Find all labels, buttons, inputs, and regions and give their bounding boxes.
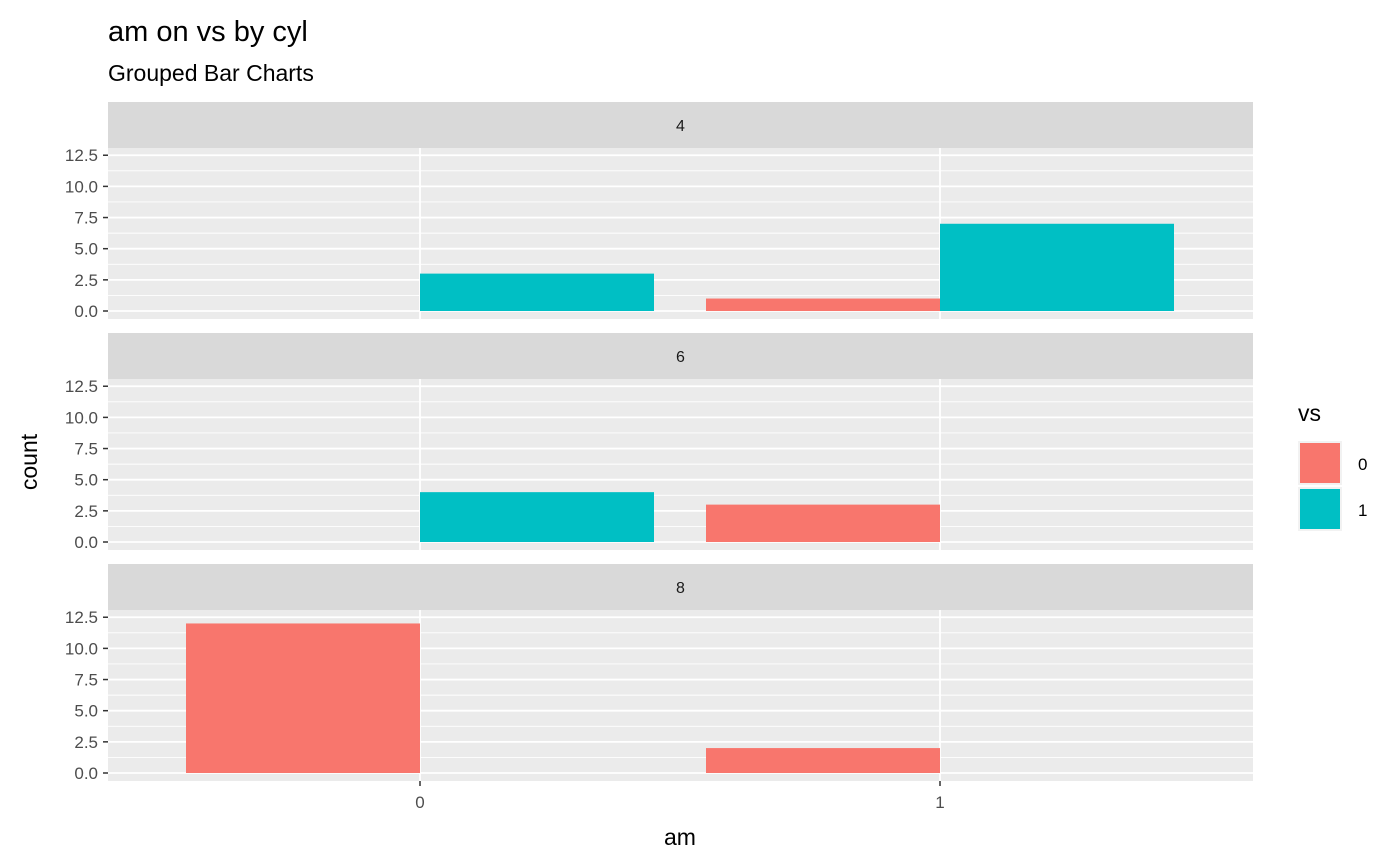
bar-cyl6-am1-vs0 bbox=[706, 504, 940, 542]
y-tick-label: 5.0 bbox=[74, 471, 98, 490]
y-tick-label: 2.5 bbox=[74, 502, 98, 521]
x-tick-label: 0 bbox=[415, 793, 424, 812]
y-tick-label: 7.5 bbox=[74, 209, 98, 228]
y-tick-label: 0.0 bbox=[74, 302, 98, 321]
facet-strip bbox=[108, 564, 1253, 610]
bar-cyl4-am0-vs1 bbox=[420, 273, 654, 311]
facet-strip bbox=[108, 102, 1253, 148]
y-tick-label: 10.0 bbox=[65, 639, 98, 658]
y-tick-label: 0.0 bbox=[74, 533, 98, 552]
x-axis-title: am bbox=[664, 824, 696, 850]
chart-subtitle: Grouped Bar Charts bbox=[108, 60, 314, 86]
chart-title: am on vs by cyl bbox=[108, 16, 308, 48]
facets-layer: 40.02.55.07.510.012.560.02.55.07.510.012… bbox=[65, 102, 1253, 812]
y-tick-label: 12.5 bbox=[65, 146, 98, 165]
facet-panel-8: 8 0.0 2.5 5.0 7.5 10.0 12.5 bbox=[65, 564, 1253, 783]
facet-strip bbox=[108, 333, 1253, 379]
legend-label: 1 bbox=[1358, 501, 1367, 520]
facet-strip-label: 6 bbox=[676, 349, 685, 366]
y-tick-label: 10.0 bbox=[65, 408, 98, 427]
legend: vs 0 1 bbox=[1298, 400, 1367, 531]
y-tick-label: 2.5 bbox=[74, 733, 98, 752]
y-tick-label: 7.5 bbox=[74, 671, 98, 690]
facet-panel-6: 6 0.0 2.5 5.0 7.5 10.0 12.5 bbox=[65, 333, 1253, 552]
legend-title: vs bbox=[1298, 400, 1321, 426]
y-tick-label: 5.0 bbox=[74, 702, 98, 721]
legend-key-vs1 bbox=[1300, 489, 1340, 529]
legend-key-vs0 bbox=[1300, 443, 1340, 483]
y-tick-label: 0.0 bbox=[74, 764, 98, 783]
bar-cyl8-am0-vs0 bbox=[186, 623, 420, 773]
bar-cyl6-am0-vs1 bbox=[420, 492, 654, 542]
y-tick-label: 10.0 bbox=[65, 177, 98, 196]
x-tick-label: 1 bbox=[935, 793, 944, 812]
y-tick-label: 12.5 bbox=[65, 377, 98, 396]
bar-cyl4-am1-vs1 bbox=[940, 223, 1174, 311]
facet-strip-label: 8 bbox=[676, 580, 685, 597]
facet-panel-4: 4 0.0 2.5 5.0 7.5 10.0 12.5 bbox=[65, 102, 1253, 321]
y-tick-label: 7.5 bbox=[74, 440, 98, 459]
y-tick-label: 5.0 bbox=[74, 240, 98, 259]
y-tick-label: 12.5 bbox=[65, 608, 98, 627]
bar-cyl8-am1-vs0 bbox=[706, 748, 940, 773]
y-axis-title: count bbox=[16, 433, 42, 490]
legend-label: 0 bbox=[1358, 455, 1367, 474]
bar-cyl4-am1-vs0 bbox=[706, 298, 940, 311]
y-tick-label: 2.5 bbox=[74, 271, 98, 290]
facet-strip-label: 4 bbox=[676, 118, 685, 135]
